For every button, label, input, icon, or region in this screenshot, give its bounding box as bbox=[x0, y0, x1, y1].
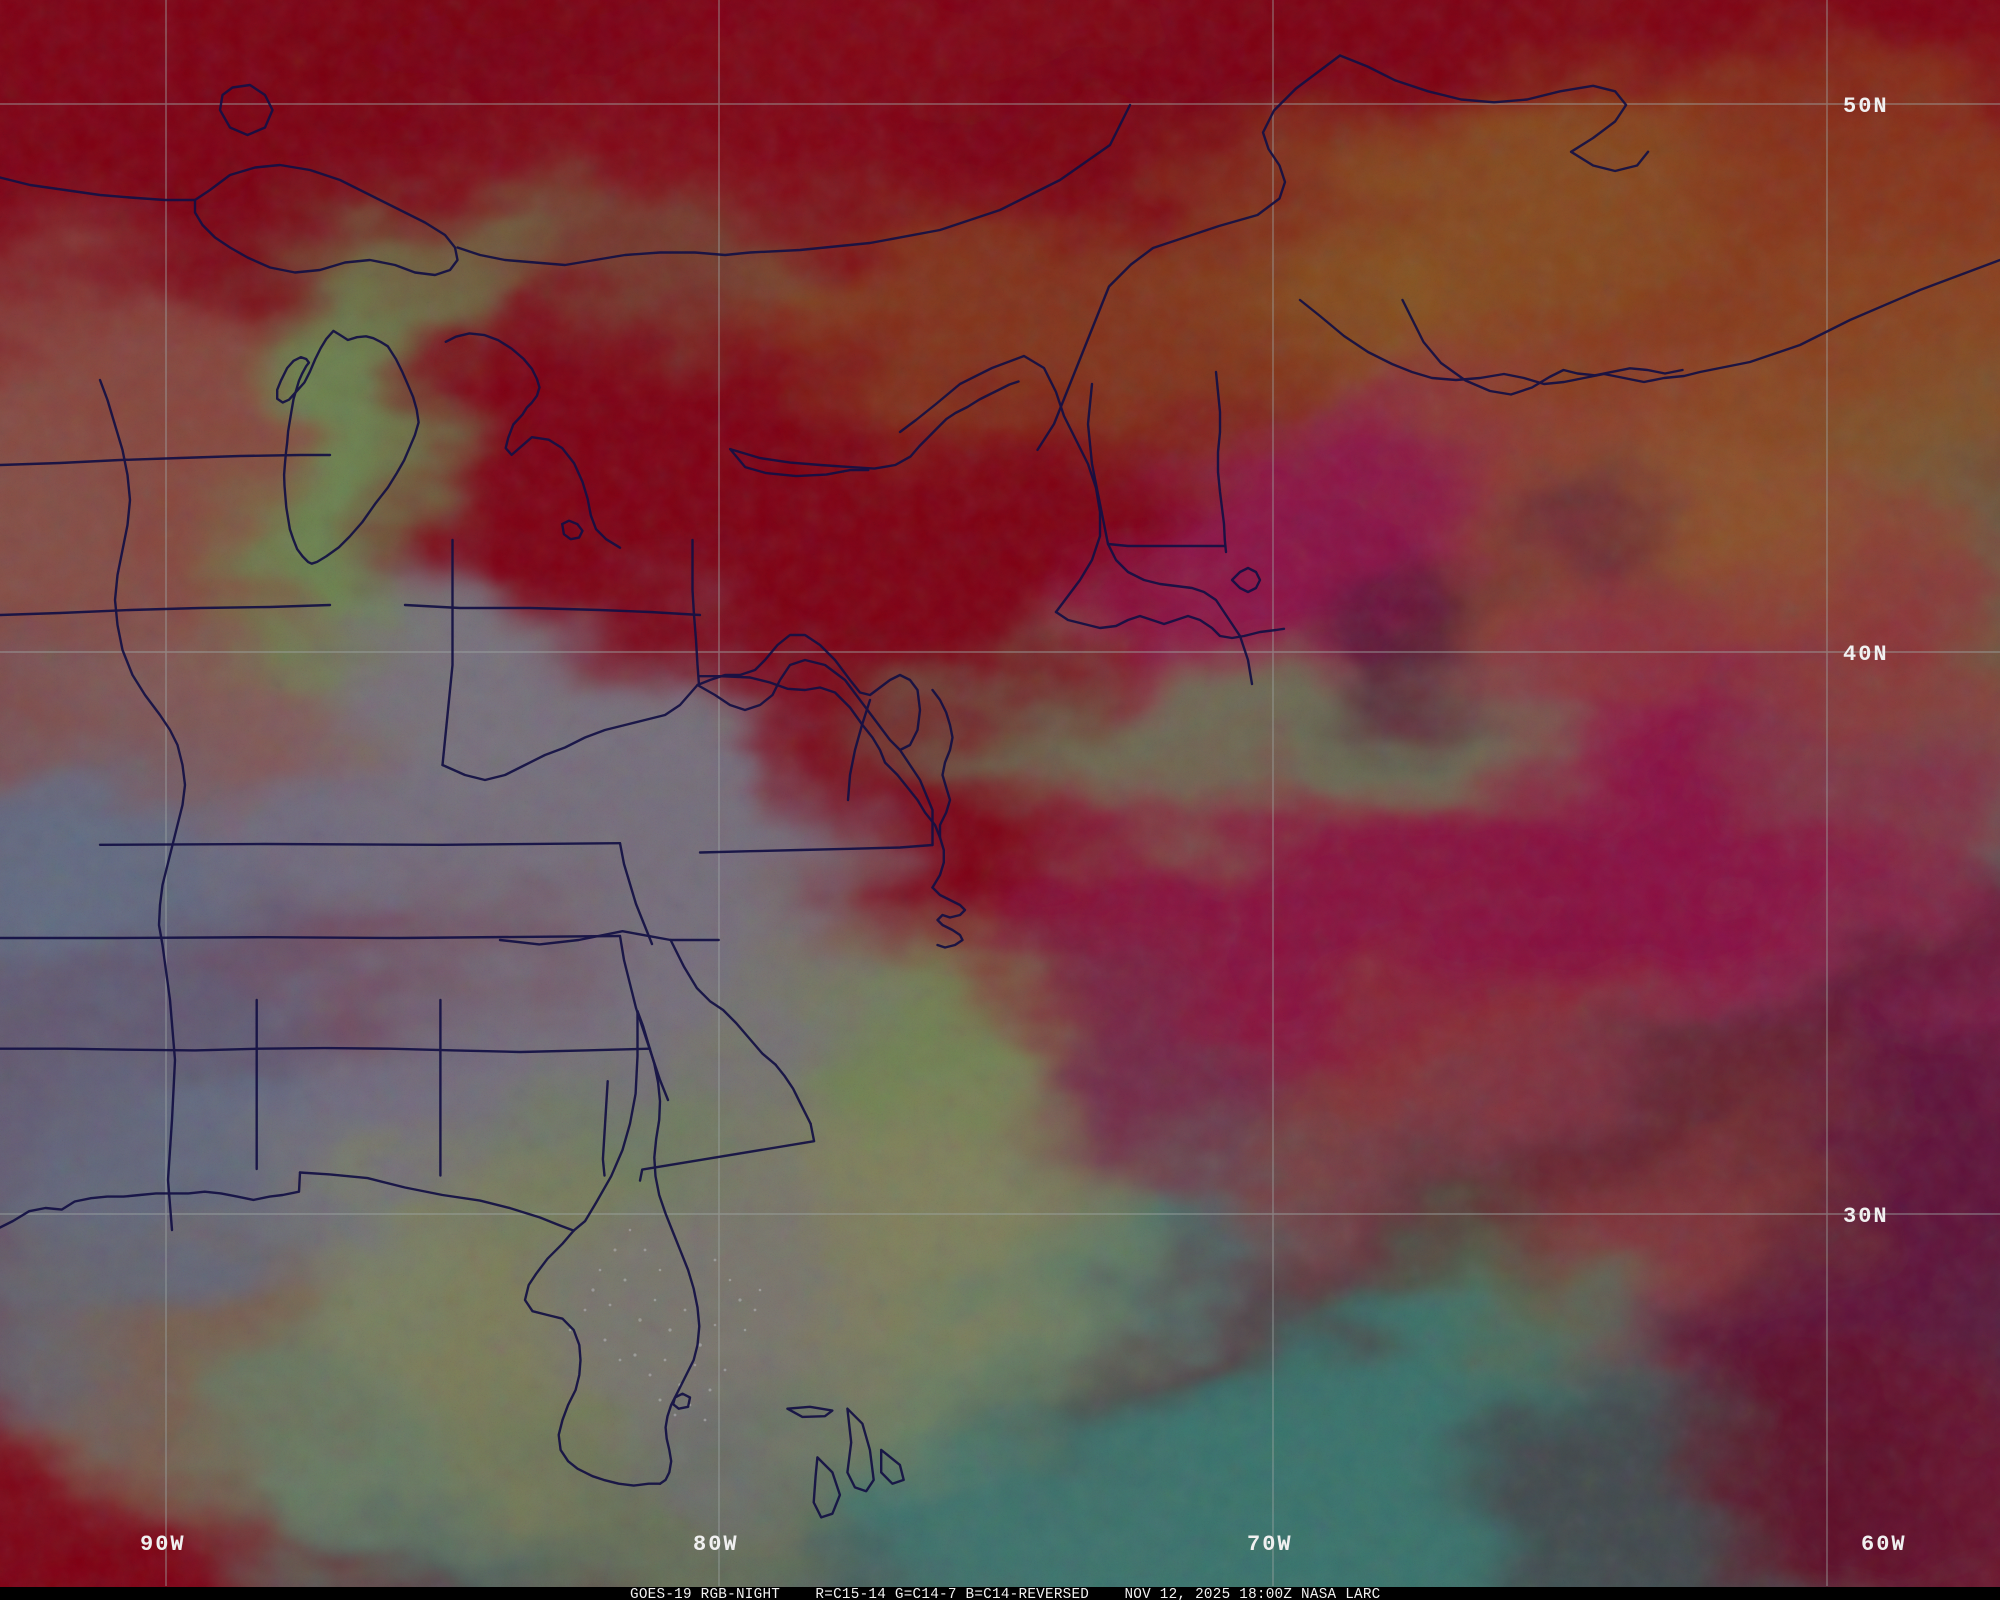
svg-text:50N: 50N bbox=[1843, 94, 1889, 119]
svg-text:GOES-19 RGB-NIGHT R=C15-14: GOES-19 RGB-NIGHT R=C15-14 G=C14-7 B=C14… bbox=[630, 1587, 1381, 1600]
svg-text:90W: 90W bbox=[140, 1532, 186, 1557]
svg-text:80W: 80W bbox=[693, 1532, 739, 1557]
svg-text:30N: 30N bbox=[1843, 1204, 1889, 1229]
svg-text:40N: 40N bbox=[1843, 642, 1889, 667]
svg-text:60W: 60W bbox=[1861, 1532, 1907, 1557]
svg-text:70W: 70W bbox=[1247, 1532, 1293, 1557]
